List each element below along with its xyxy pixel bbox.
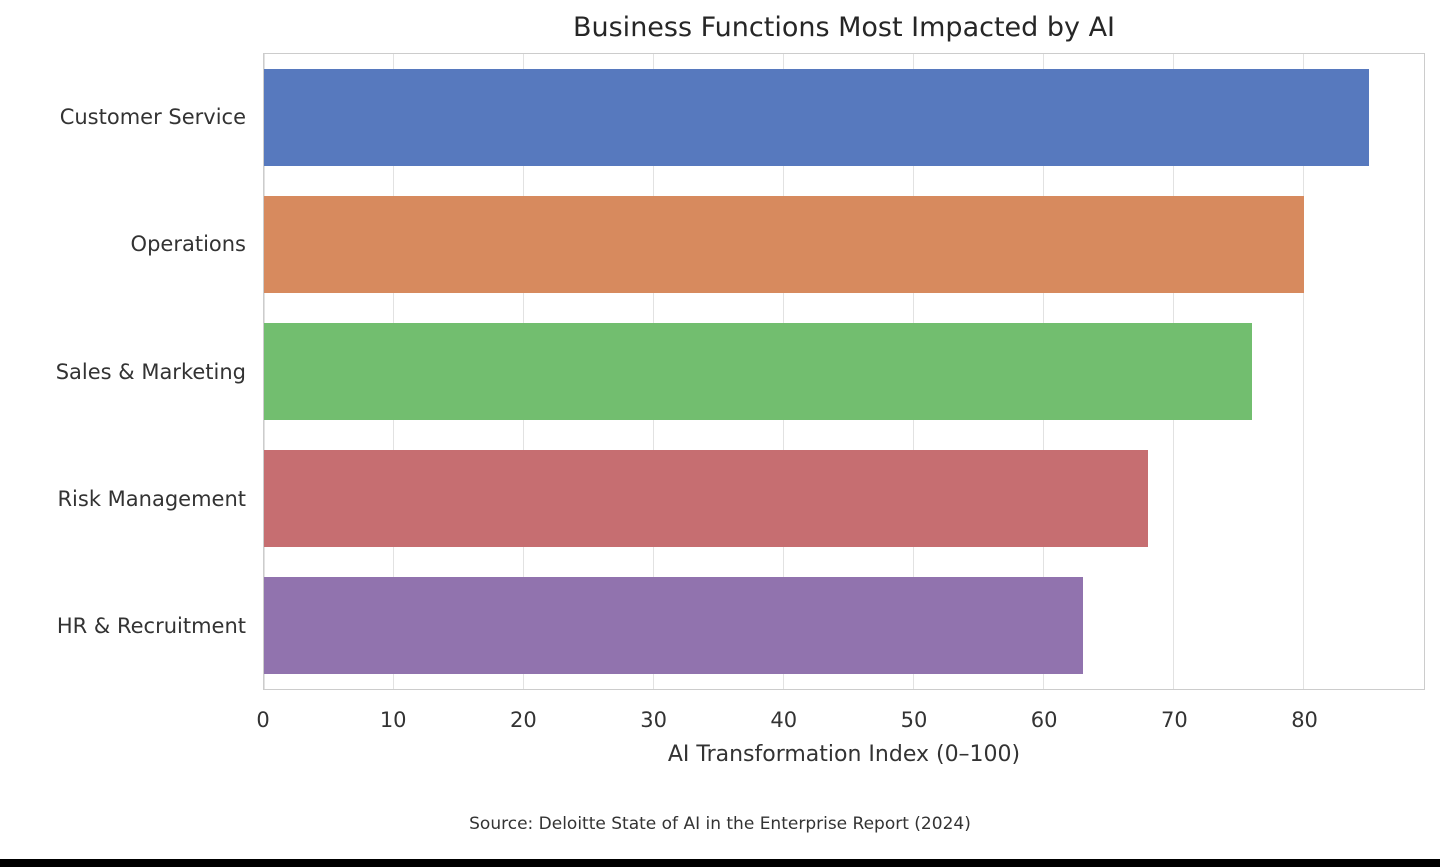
plot-area <box>263 53 1425 690</box>
y-tick-label-hr-recruitment: HR & Recruitment <box>56 614 246 639</box>
y-tick-label-risk-management: Risk Management <box>57 486 246 511</box>
bar-operations <box>264 196 1304 293</box>
bar-sales-marketing <box>264 323 1252 420</box>
x-tick-label-60: 60 <box>1030 708 1058 732</box>
bottom-black-bar <box>0 859 1440 867</box>
x-tick-label-50: 50 <box>900 708 928 732</box>
y-axis-labels: Customer Service Operations Sales & Market… <box>0 53 246 690</box>
source-note: Source: Deloitte State of AI in the Ente… <box>469 814 971 834</box>
bar-risk-management <box>264 450 1148 547</box>
gridline-x-80 <box>1303 54 1305 689</box>
x-tick-label-40: 40 <box>770 708 798 732</box>
x-tick-label-20: 20 <box>510 708 537 732</box>
x-axis-label: AI Transformation Index (0–100) <box>667 742 1021 767</box>
bar-hr-recruitment <box>264 577 1083 674</box>
bar-customer-service <box>264 69 1369 166</box>
x-tick-label-80: 80 <box>1291 708 1318 732</box>
x-axis-tick-labels: 0 10 20 30 40 50 60 70 80 <box>256 708 1425 734</box>
x-tick-label-30: 30 <box>640 708 667 732</box>
chart-title: Business Functions Most Impacted by AI <box>572 12 1116 43</box>
y-tick-label-sales-marketing: Sales & Marketing <box>55 359 246 384</box>
x-tick-label-70: 70 <box>1160 708 1188 732</box>
x-tick-label-10: 10 <box>379 708 407 732</box>
x-tick-label-0: 0 <box>256 708 270 732</box>
y-tick-label-operations: Operations <box>130 232 246 257</box>
y-tick-label-customer-service: Customer Service <box>59 104 246 129</box>
